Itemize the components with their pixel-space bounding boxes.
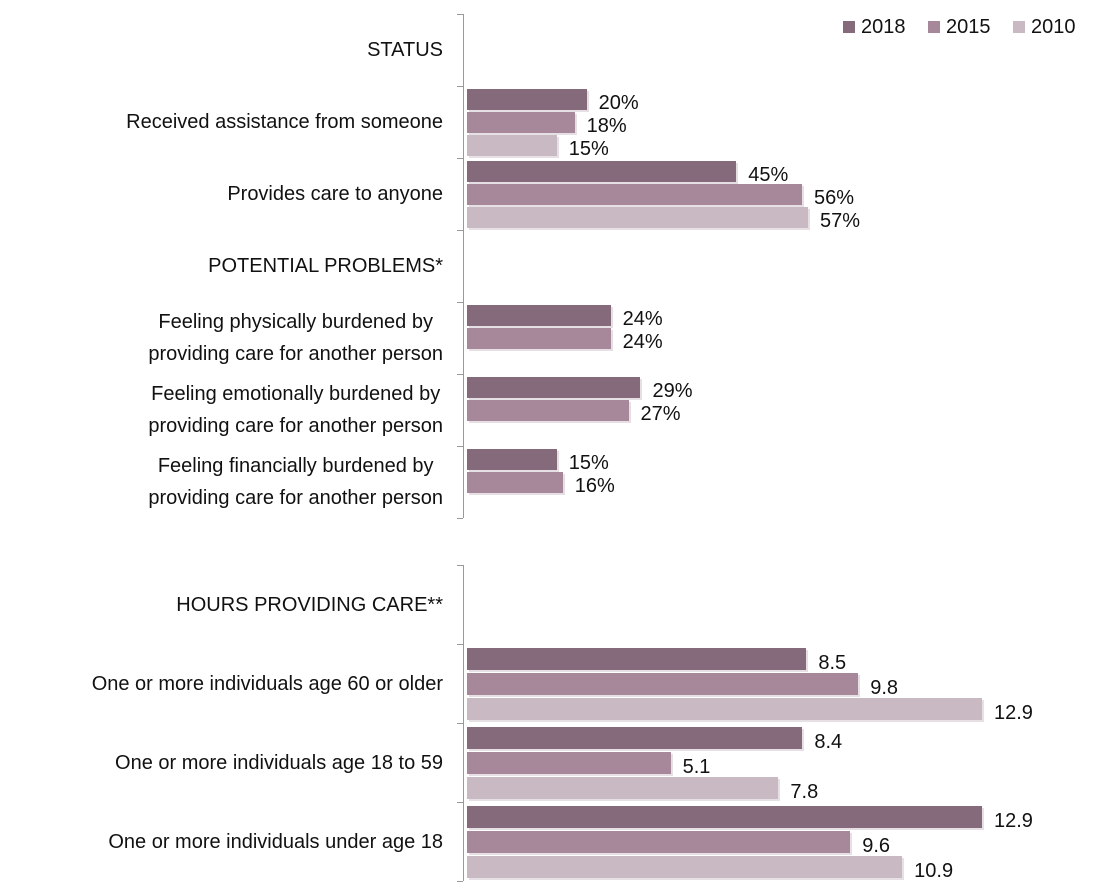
bar bbox=[467, 399, 629, 421]
value-label: 20% bbox=[598, 92, 639, 114]
legend-label: 2018 bbox=[861, 16, 906, 38]
category-label: Feeling financially burdened by providin… bbox=[148, 455, 443, 509]
value-label: 18% bbox=[586, 115, 627, 137]
category-label: Provides care to anyone bbox=[227, 183, 443, 205]
category-label: One or more individuals age 18 to 59 bbox=[115, 751, 443, 774]
value-label: 12.9 bbox=[994, 809, 1033, 832]
bar bbox=[467, 327, 611, 349]
bar bbox=[467, 160, 737, 182]
category-label: Feeling physically burdened by providing… bbox=[148, 311, 443, 365]
bar bbox=[467, 647, 807, 670]
value-label: 27% bbox=[640, 403, 681, 425]
axis-tick bbox=[457, 644, 463, 645]
bar bbox=[467, 206, 808, 228]
category-label: HOURS PROVIDING CARE** bbox=[176, 593, 443, 616]
axis-tick bbox=[457, 565, 463, 566]
bar bbox=[467, 855, 903, 878]
axis-tick bbox=[457, 374, 463, 375]
bar bbox=[467, 448, 557, 470]
value-label: 8.5 bbox=[818, 651, 847, 674]
bar bbox=[467, 672, 859, 695]
value-label: 7.8 bbox=[790, 780, 819, 803]
legend-swatch bbox=[928, 21, 940, 33]
bar bbox=[467, 726, 803, 749]
value-label: 24% bbox=[622, 308, 663, 330]
axis-tick bbox=[457, 230, 463, 231]
value-label: 8.4 bbox=[814, 730, 843, 753]
bar bbox=[467, 111, 575, 133]
legend-swatch bbox=[1013, 21, 1025, 33]
bar bbox=[467, 134, 557, 156]
bar bbox=[467, 471, 563, 493]
legend-item: 2015 bbox=[928, 17, 991, 37]
category-label: POTENTIAL PROBLEMS* bbox=[208, 255, 443, 277]
category-label: One or more individuals age 60 or older bbox=[91, 672, 443, 695]
category-label: Received assistance from someone bbox=[126, 111, 443, 133]
bar bbox=[467, 697, 982, 720]
bar bbox=[467, 776, 779, 799]
value-label: 29% bbox=[652, 380, 693, 402]
legend-swatch bbox=[843, 21, 855, 33]
value-label: 12.9 bbox=[994, 701, 1033, 724]
axis-tick bbox=[457, 302, 463, 303]
bar bbox=[467, 805, 982, 828]
axis-tick bbox=[457, 518, 463, 519]
axis-tick bbox=[457, 86, 463, 87]
value-label: 9.6 bbox=[862, 834, 891, 857]
value-label: 56% bbox=[814, 187, 855, 209]
axis-tick bbox=[457, 446, 463, 447]
axis-tick bbox=[457, 14, 463, 15]
value-label: 57% bbox=[820, 210, 861, 232]
legend-item: 2010 bbox=[1013, 17, 1076, 37]
value-label: 15% bbox=[568, 138, 609, 160]
value-label: 24% bbox=[622, 331, 663, 353]
value-label: 45% bbox=[748, 164, 789, 186]
value-label: 10.9 bbox=[914, 859, 954, 882]
bar bbox=[467, 751, 671, 774]
bar bbox=[467, 88, 587, 110]
category-label: STATUS bbox=[367, 39, 443, 61]
axis-tick bbox=[457, 802, 463, 803]
bar bbox=[467, 183, 803, 205]
value-label: 9.8 bbox=[870, 676, 899, 699]
bar bbox=[467, 830, 851, 853]
bar bbox=[467, 304, 611, 326]
value-label: 5.1 bbox=[682, 755, 711, 778]
axis-tick bbox=[457, 158, 463, 159]
category-label: Feeling emotionally burdened by providin… bbox=[148, 383, 443, 437]
axis-line bbox=[463, 565, 464, 881]
legend-label: 2015 bbox=[946, 16, 991, 38]
value-label: 16% bbox=[574, 475, 615, 497]
axis-line bbox=[463, 14, 464, 518]
bar bbox=[467, 376, 641, 398]
legend-item: 2018 bbox=[843, 17, 906, 37]
category-label: One or more individuals under age 18 bbox=[108, 830, 443, 853]
legend-label: 2010 bbox=[1031, 16, 1076, 38]
axis-tick bbox=[457, 723, 463, 724]
value-label: 15% bbox=[568, 452, 609, 474]
